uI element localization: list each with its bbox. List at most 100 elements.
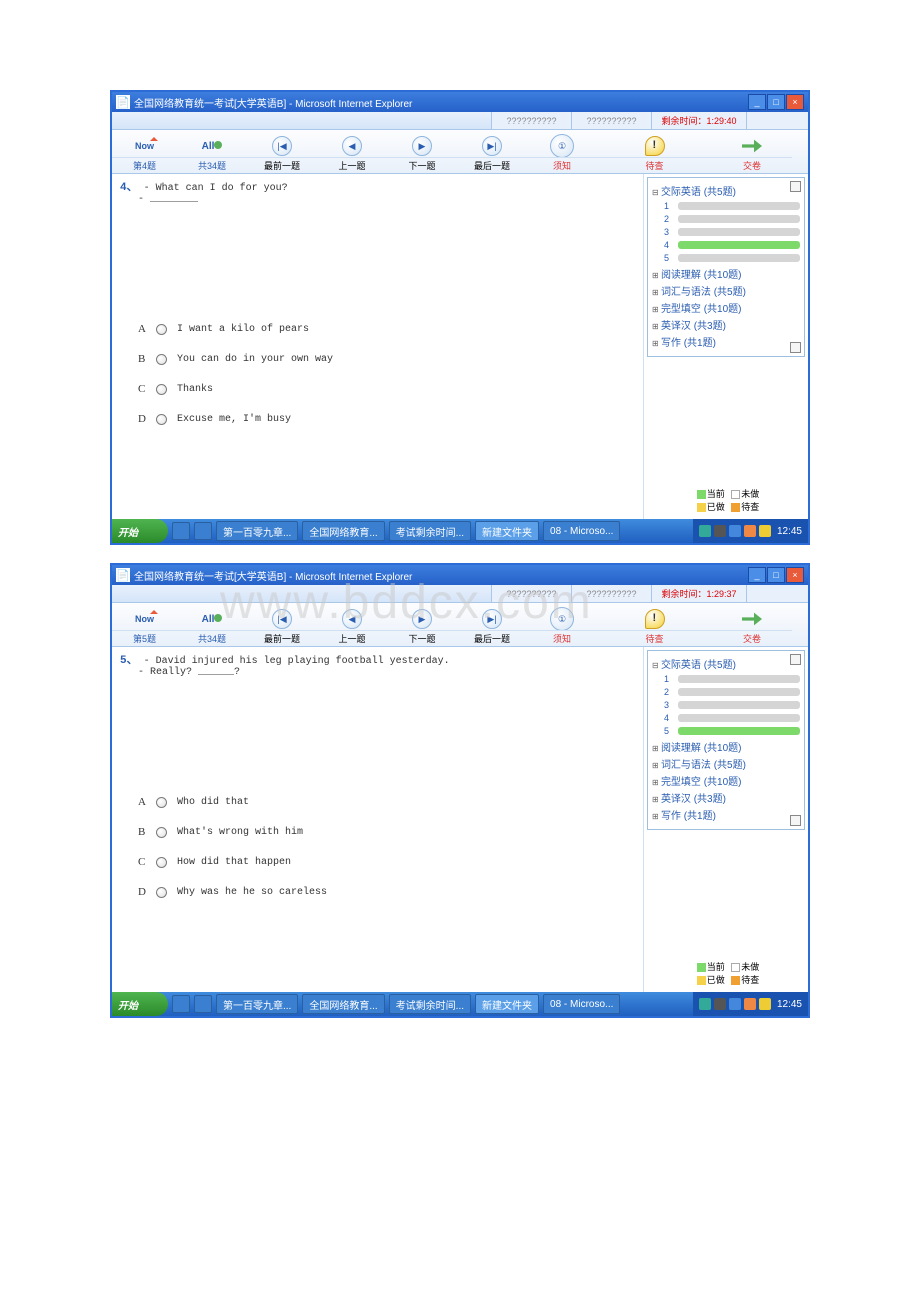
nav-section[interactable]: 阅读理解 (共10题) — [652, 739, 800, 754]
close-button[interactable]: × — [786, 94, 804, 110]
quicklaunch-desktop-icon[interactable] — [194, 522, 212, 540]
radio-icon[interactable] — [156, 324, 167, 335]
quicklaunch-ie-icon[interactable] — [172, 522, 190, 540]
prev-button[interactable]: ◀ 上一题 — [317, 130, 387, 173]
last-label: 最后一题 — [457, 157, 527, 173]
nav-section[interactable]: 完型填空 (共10题) — [652, 773, 800, 788]
nav-q5[interactable]: 5 — [664, 726, 800, 736]
scroll-up-icon[interactable] — [790, 181, 801, 192]
scroll-up-icon[interactable] — [790, 654, 801, 665]
quicklaunch-ie-icon[interactable] — [172, 995, 190, 1013]
minimize-button[interactable]: _ — [748, 94, 766, 110]
prev-button[interactable]: ◀ 上一题 — [317, 603, 387, 646]
info-button[interactable]: ① 须知 — [527, 130, 597, 173]
review-label: 待查 — [597, 630, 712, 646]
nav-all[interactable]: All 共34题 — [177, 130, 247, 173]
answer-option-d[interactable]: DExcuse me, I'm busy — [120, 405, 635, 433]
nav-q3[interactable]: 3 — [664, 227, 800, 237]
tray-icon[interactable] — [714, 525, 726, 537]
nav-q4[interactable]: 4 — [664, 240, 800, 250]
nav-q1[interactable]: 1 — [664, 201, 800, 211]
answer-option-c[interactable]: CHow did that happen — [120, 848, 635, 876]
tray-icon[interactable] — [759, 525, 771, 537]
tray-icon[interactable] — [699, 525, 711, 537]
taskbar-item[interactable]: 08 - Microso... — [543, 994, 620, 1014]
answer-option-d[interactable]: DWhy was he he so careless — [120, 878, 635, 906]
answer-option-a[interactable]: AI want a kilo of pears — [120, 315, 635, 343]
next-icon: ▶ — [412, 136, 432, 156]
nav-section[interactable]: 英译汉 (共3题) — [652, 790, 800, 805]
answer-option-b[interactable]: BYou can do in your own way — [120, 345, 635, 373]
nav-section[interactable]: 词汇与语法 (共5题) — [652, 756, 800, 771]
nav-q4[interactable]: 4 — [664, 713, 800, 723]
submit-button[interactable]: 交卷 — [712, 603, 792, 646]
tray-icon[interactable] — [699, 998, 711, 1010]
nav-section[interactable]: 写作 (共1题) — [652, 807, 800, 822]
radio-icon[interactable] — [156, 384, 167, 395]
taskbar-item[interactable]: 全国网络教育... — [302, 521, 384, 541]
close-button[interactable]: × — [786, 567, 804, 583]
nav-section[interactable]: 完型填空 (共10题) — [652, 300, 800, 315]
nav-section[interactable]: 阅读理解 (共10题) — [652, 266, 800, 281]
scroll-down-icon[interactable] — [790, 342, 801, 353]
taskbar-item[interactable]: 08 - Microso... — [543, 521, 620, 541]
answer-option-b[interactable]: BWhat's wrong with him — [120, 818, 635, 846]
taskbar-item[interactable]: 全国网络教育... — [302, 994, 384, 1014]
legend: 当前 未做 已做 待查 — [644, 483, 808, 519]
radio-icon[interactable] — [156, 857, 167, 868]
taskbar-item[interactable]: 第一百零九章... — [216, 994, 298, 1014]
tray-icon[interactable] — [729, 525, 741, 537]
nav-section[interactable]: 写作 (共1题) — [652, 334, 800, 349]
radio-icon[interactable] — [156, 414, 167, 425]
maximize-button[interactable]: □ — [767, 567, 785, 583]
quicklaunch-desktop-icon[interactable] — [194, 995, 212, 1013]
submit-button[interactable]: 交卷 — [712, 130, 792, 173]
question-text: 5、 - David injured his leg playing footb… — [120, 651, 635, 678]
radio-icon[interactable] — [156, 797, 167, 808]
nav-q1[interactable]: 1 — [664, 674, 800, 684]
minimize-button[interactable]: _ — [748, 567, 766, 583]
nav-current[interactable]: Now 第5题 — [112, 603, 177, 646]
last-button[interactable]: ▶| 最后一题 — [457, 130, 527, 173]
answer-option-a[interactable]: AWho did that — [120, 788, 635, 816]
now-icon: Now — [135, 614, 154, 624]
first-button[interactable]: |◀ 最前一题 — [247, 130, 317, 173]
next-button[interactable]: ▶ 下一题 — [387, 130, 457, 173]
taskbar-item[interactable]: 第一百零九章... — [216, 521, 298, 541]
taskbar-item[interactable]: 考试剩余时间... — [389, 994, 471, 1014]
tray-icon[interactable] — [744, 998, 756, 1010]
next-button[interactable]: ▶ 下一题 — [387, 603, 457, 646]
tray-icon[interactable] — [759, 998, 771, 1010]
answer-option-c[interactable]: CThanks — [120, 375, 635, 403]
nav-section[interactable]: 交际英语 (共5题) — [652, 656, 800, 671]
start-button[interactable]: 开始 — [112, 992, 168, 1016]
review-button[interactable]: 待查 — [597, 130, 712, 173]
tray-icon[interactable] — [714, 998, 726, 1010]
answer-text: Who did that — [177, 797, 249, 808]
review-button[interactable]: 待查 — [597, 603, 712, 646]
taskbar-item[interactable]: 新建文件夹 — [475, 994, 539, 1014]
nav-section[interactable]: 英译汉 (共3题) — [652, 317, 800, 332]
nav-q5[interactable]: 5 — [664, 253, 800, 263]
tray-icon[interactable] — [744, 525, 756, 537]
first-icon: |◀ — [272, 136, 292, 156]
nav-section[interactable]: 交际英语 (共5题) — [652, 183, 800, 198]
last-button[interactable]: ▶| 最后一题 — [457, 603, 527, 646]
nav-q3[interactable]: 3 — [664, 700, 800, 710]
tray-icon[interactable] — [729, 998, 741, 1010]
radio-icon[interactable] — [156, 827, 167, 838]
nav-current[interactable]: Now 第4题 — [112, 130, 177, 173]
radio-icon[interactable] — [156, 354, 167, 365]
taskbar-item[interactable]: 新建文件夹 — [475, 521, 539, 541]
first-button[interactable]: |◀ 最前一题 — [247, 603, 317, 646]
scroll-down-icon[interactable] — [790, 815, 801, 826]
nav-section[interactable]: 词汇与语法 (共5题) — [652, 283, 800, 298]
taskbar-item[interactable]: 考试剩余时间... — [389, 521, 471, 541]
info-button[interactable]: ① 须知 — [527, 603, 597, 646]
nav-all[interactable]: All 共34题 — [177, 603, 247, 646]
maximize-button[interactable]: □ — [767, 94, 785, 110]
start-button[interactable]: 开始 — [112, 519, 168, 543]
radio-icon[interactable] — [156, 887, 167, 898]
nav-q2[interactable]: 2 — [664, 214, 800, 224]
nav-q2[interactable]: 2 — [664, 687, 800, 697]
